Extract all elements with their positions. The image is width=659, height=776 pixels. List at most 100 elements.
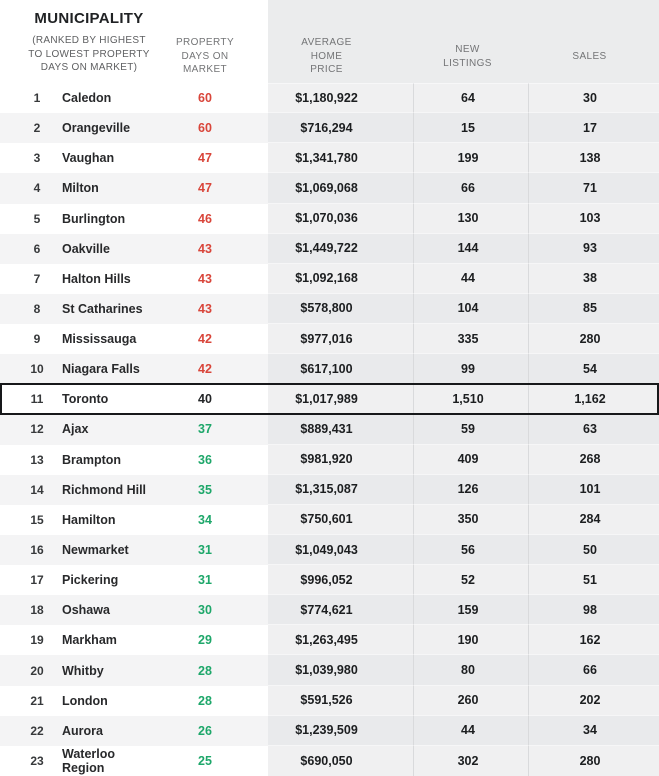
rank-value: 18 [0,595,60,626]
average-home-price-value: $1,449,722 [268,233,413,264]
municipality-name: Orangeville [60,113,160,144]
municipality-name: Mississauga [60,324,160,355]
days-on-market-value: 31 [160,565,250,596]
new-listings-value: 159 [413,595,528,626]
days-on-market-value: 43 [160,293,250,325]
days-on-market-value: 28 [160,655,250,686]
average-home-price-value: $591,526 [268,685,413,716]
municipality-name: Burlington [60,203,160,234]
average-home-price-value: $617,100 [268,354,413,385]
table-row: 11 Toronto 40 $1,017,989 1,510 1,162 [0,383,659,416]
sales-value: 71 [528,173,659,204]
municipality-name: Whitby [60,655,160,686]
days-on-market-value: 43 [160,233,250,264]
average-home-price-value: $1,239,509 [268,715,413,746]
municipality-name: Pickering [60,565,160,596]
rank-value: 8 [0,293,60,325]
table-row: 7 Halton Hills 43 $1,092,168 44 38 [0,263,659,294]
table-row: 9 Mississauga 42 $977,016 335 280 [0,324,659,355]
municipality-name: St Catharines [60,293,160,325]
average-home-price-value: $1,017,989 [268,384,413,415]
new-listings-value: 15 [413,113,528,144]
spacer [250,565,268,596]
sales-value: 50 [528,534,659,566]
days-on-market-value: 47 [160,143,250,174]
new-listings-value: 66 [413,173,528,204]
municipality-name: Oshawa [60,595,160,626]
new-listings-value: 56 [413,534,528,566]
sales-value: 162 [528,625,659,656]
spacer [250,474,268,505]
spacer [250,504,268,535]
rank-value: 7 [0,263,60,294]
municipality-name: Niagara Falls [60,354,160,385]
sales-value: 284 [528,504,659,535]
spacer [250,715,268,746]
rank-value: 6 [0,233,60,264]
municipality-name: Waterloo Region [60,745,160,776]
sales-value: 63 [528,414,659,445]
table-row: 10 Niagara Falls 42 $617,100 99 54 [0,354,659,385]
new-listings-value: 126 [413,474,528,505]
new-listings-value: 44 [413,263,528,294]
new-listings-value: 1,510 [413,384,528,415]
table-row: 23 Waterloo Region 25 $690,050 302 280 [0,745,659,776]
average-home-price-value: $690,050 [268,745,413,776]
new-listings-value: 190 [413,625,528,656]
average-home-price-value: $1,049,043 [268,534,413,566]
sales-value: 17 [528,113,659,144]
column-header-days-on-market: PROPERTY DAYS ON MARKET [175,37,235,76]
sales-value: 98 [528,595,659,626]
spacer [250,625,268,656]
sales-value: 101 [528,474,659,505]
new-listings-value: 130 [413,203,528,234]
days-on-market-value: 26 [160,715,250,746]
average-home-price-value: $1,341,780 [268,143,413,174]
table-row: 4 Milton 47 $1,069,068 66 71 [0,173,659,204]
spacer [250,293,268,325]
new-listings-value: 104 [413,293,528,325]
table-row: 6 Oakville 43 $1,449,722 144 93 [0,233,659,264]
spacer [250,324,268,355]
municipality-name: Richmond Hill [60,474,160,505]
municipality-name: Oakville [60,233,160,264]
rank-value: 4 [0,173,60,204]
table-row: 14 Richmond Hill 35 $1,315,087 126 101 [0,474,659,505]
days-on-market-value: 47 [160,173,250,204]
average-home-price-value: $578,800 [268,293,413,325]
spacer [250,83,268,114]
rank-value: 15 [0,504,60,535]
spacer [250,685,268,716]
average-home-price-value: $996,052 [268,565,413,596]
rank-value: 21 [0,685,60,716]
days-on-market-value: 28 [160,685,250,716]
days-on-market-value: 29 [160,625,250,656]
average-home-price-value: $1,092,168 [268,263,413,294]
spacer [250,655,268,686]
average-home-price-value: $716,294 [268,113,413,144]
days-on-market-value: 60 [160,83,250,114]
new-listings-value: 64 [413,83,528,114]
new-listings-value: 52 [413,565,528,596]
average-home-price-value: $1,180,922 [268,83,413,114]
sales-value: 51 [528,565,659,596]
sales-value: 34 [528,715,659,746]
rank-value: 3 [0,143,60,174]
rank-value: 1 [0,83,60,114]
spacer [250,745,268,776]
spacer [250,233,268,264]
table-row: 1 Caledon 60 $1,180,922 64 30 [0,83,659,114]
average-home-price-value: $750,601 [268,504,413,535]
table-row: 3 Vaughan 47 $1,341,780 199 138 [0,143,659,174]
rank-value: 12 [0,414,60,445]
municipality-name: Milton [60,173,160,204]
municipality-name: Brampton [60,444,160,475]
spacer [250,414,268,445]
municipality-name: Markham [60,625,160,656]
table-header: MUNICIPALITY (RANKED BY HIGHEST TO LOWES… [0,0,659,83]
spacer [250,173,268,204]
table-row: 19 Markham 29 $1,263,495 190 162 [0,625,659,656]
rank-value: 17 [0,565,60,596]
sales-value: 54 [528,354,659,385]
average-home-price-value: $1,069,068 [268,173,413,204]
